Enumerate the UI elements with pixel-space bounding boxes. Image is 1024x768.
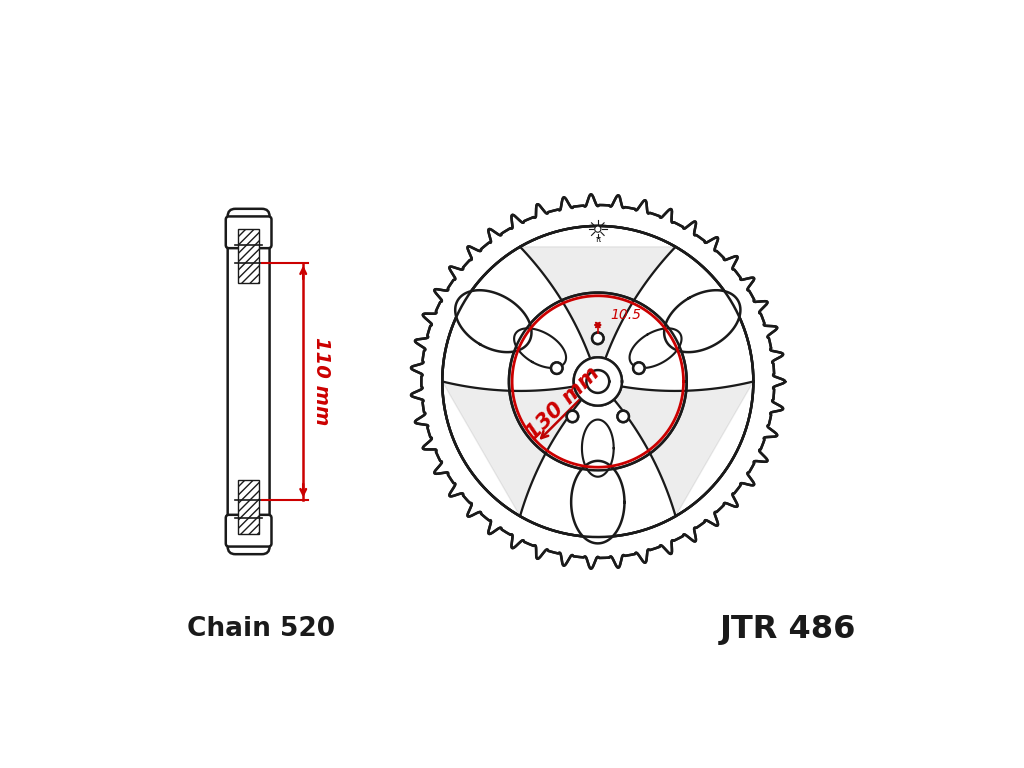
Circle shape: [573, 357, 622, 406]
Circle shape: [566, 411, 579, 422]
Text: Chain 520: Chain 520: [187, 616, 336, 642]
Polygon shape: [612, 382, 754, 516]
Text: 10.5: 10.5: [610, 308, 641, 322]
Circle shape: [566, 411, 579, 422]
Polygon shape: [442, 382, 584, 516]
Circle shape: [595, 226, 601, 232]
Circle shape: [617, 411, 629, 422]
Bar: [238, 229, 259, 283]
FancyBboxPatch shape: [225, 515, 271, 547]
Polygon shape: [456, 290, 531, 353]
Text: 110 mm: 110 mm: [311, 337, 331, 425]
Polygon shape: [630, 329, 682, 368]
Polygon shape: [582, 419, 613, 477]
Polygon shape: [571, 461, 625, 544]
Text: JTR 486: JTR 486: [720, 614, 856, 644]
Text: 130 mm: 130 mm: [522, 362, 603, 443]
Circle shape: [633, 362, 644, 374]
Bar: [238, 480, 259, 534]
Circle shape: [442, 226, 754, 537]
Circle shape: [617, 411, 629, 422]
Polygon shape: [665, 290, 740, 353]
FancyBboxPatch shape: [225, 217, 271, 248]
FancyBboxPatch shape: [227, 209, 269, 554]
Circle shape: [633, 362, 644, 374]
Text: π: π: [595, 236, 600, 244]
Circle shape: [551, 362, 562, 374]
Polygon shape: [514, 329, 566, 368]
Circle shape: [592, 333, 603, 344]
Polygon shape: [520, 247, 676, 361]
Circle shape: [551, 362, 562, 374]
Circle shape: [592, 333, 603, 344]
